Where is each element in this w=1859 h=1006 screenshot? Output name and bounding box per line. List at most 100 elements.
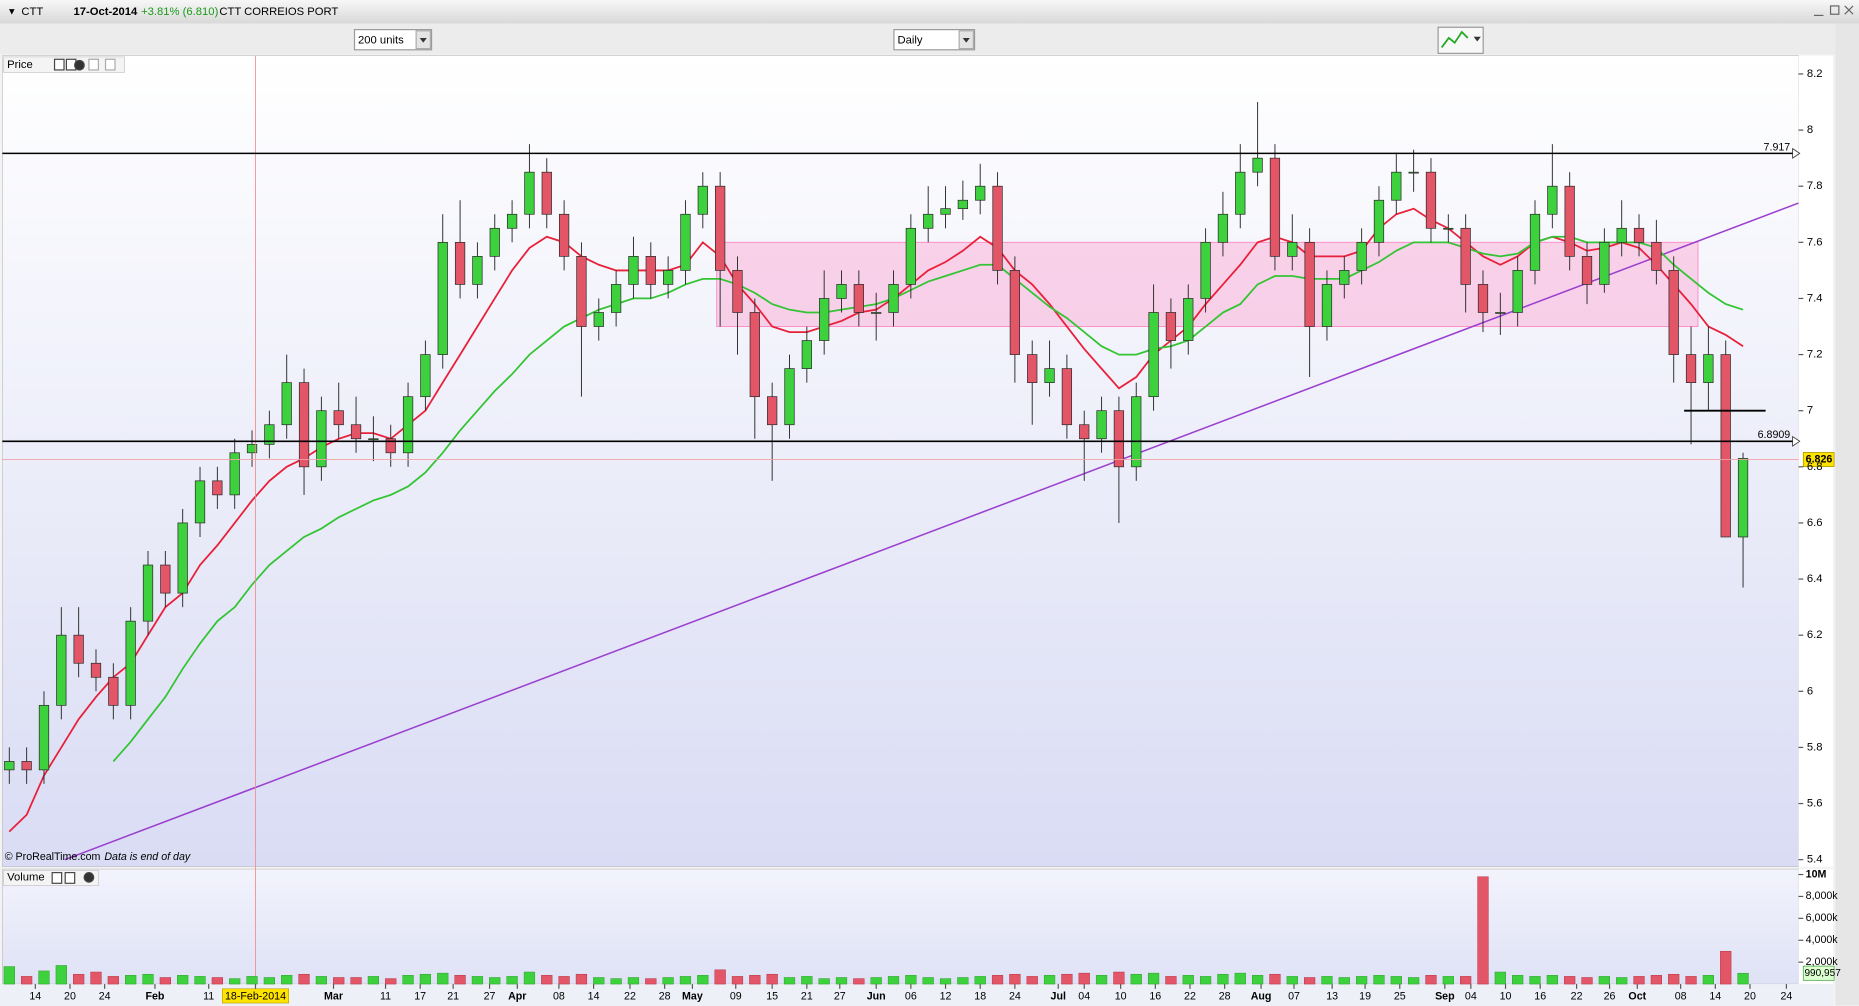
candle-body xyxy=(281,382,292,426)
volume-panel xyxy=(2,868,1799,985)
candle-body xyxy=(177,522,188,594)
candle-body xyxy=(1391,171,1402,201)
candle-body xyxy=(1633,227,1645,243)
date: 17-Oct-2014 xyxy=(74,6,139,18)
volume-bar xyxy=(1338,977,1350,985)
volume-bar xyxy=(1304,977,1316,985)
candle-body xyxy=(1235,171,1246,215)
volume-bar xyxy=(489,977,501,985)
volume-bar xyxy=(1269,973,1281,985)
volume-bar xyxy=(1078,972,1090,985)
last-price-box xyxy=(1802,452,1835,467)
candle-body xyxy=(298,382,310,468)
level-arrow xyxy=(1792,435,1801,447)
units: 200 units xyxy=(358,34,404,46)
candle-body xyxy=(160,564,171,594)
candle-body xyxy=(715,185,726,271)
candle-body xyxy=(212,480,223,496)
volume-bar xyxy=(939,978,952,985)
candle-body xyxy=(264,424,275,445)
x-tick-label: 15 xyxy=(766,990,778,1002)
candle-body xyxy=(1287,241,1298,257)
volume-bar xyxy=(1009,973,1021,985)
volume-bar xyxy=(1702,975,1714,985)
candle-body xyxy=(610,284,622,313)
candle-body xyxy=(1217,213,1229,243)
x-tick-label: 14 xyxy=(588,990,600,1002)
candle-body xyxy=(1599,241,1610,285)
volume-bar xyxy=(853,978,865,985)
volume-bar xyxy=(1685,976,1697,985)
menu-arrow[interactable]: ▼ xyxy=(7,6,16,17)
candle-body xyxy=(732,270,743,313)
volume-bar xyxy=(1425,975,1437,985)
volume-bar xyxy=(73,973,85,985)
panel-icons[interactable] xyxy=(51,872,95,884)
candle-body xyxy=(923,213,934,229)
volume-bar xyxy=(1095,975,1108,985)
candle-body xyxy=(489,227,500,257)
volume-bar xyxy=(1512,975,1524,985)
volume-bar xyxy=(887,976,900,985)
x-tick-label: 11 xyxy=(380,990,391,1002)
volume-bar xyxy=(1581,977,1593,985)
chart-type-button[interactable] xyxy=(1437,26,1484,54)
candle-body xyxy=(992,185,1003,271)
units-dropdown[interactable] xyxy=(353,29,433,51)
candle-body xyxy=(1443,227,1454,230)
volume-bar xyxy=(1043,975,1056,985)
x-tick-label: 14 xyxy=(1709,990,1721,1002)
candle-body xyxy=(38,704,50,771)
candle-body xyxy=(1547,185,1558,215)
panel-label: Volume xyxy=(7,871,45,883)
candle-body xyxy=(1339,270,1350,285)
candle-body xyxy=(316,410,327,468)
volume-bar xyxy=(454,975,466,985)
symbol: CTT xyxy=(21,6,43,18)
candle-body xyxy=(1460,227,1471,285)
candle-body xyxy=(1512,270,1523,313)
level-arrow xyxy=(1792,147,1801,159)
candle-body xyxy=(420,354,431,398)
x-tick-label: Apr xyxy=(508,990,526,1002)
y-tick-label: 2,000k xyxy=(1806,956,1839,968)
x-tick-label: Aug xyxy=(1251,990,1272,1002)
volume-axis xyxy=(1798,869,1833,985)
x-tick-label: 13 xyxy=(1326,990,1338,1002)
x-tick-label: 19 xyxy=(1359,990,1371,1002)
candle-body xyxy=(1113,410,1125,468)
x-axis-bar xyxy=(0,984,1833,1006)
price-panel xyxy=(2,55,1799,867)
window-buttons[interactable] xyxy=(1813,5,1854,17)
volume-bar xyxy=(1147,972,1160,985)
volume-bar xyxy=(1113,971,1125,985)
side-scrollbar[interactable] xyxy=(1835,23,1859,1006)
volume-bar xyxy=(541,975,553,985)
panel-icons[interactable] xyxy=(53,58,116,71)
volume-bar xyxy=(367,976,380,985)
y-tick-label: 6.8 xyxy=(1807,461,1823,473)
candle-body xyxy=(506,213,518,229)
x-tick-label: Feb xyxy=(145,990,164,1002)
price-plot xyxy=(4,102,1799,861)
volume-bar xyxy=(818,978,830,985)
candle-body xyxy=(1044,368,1055,383)
candle-body xyxy=(385,438,396,454)
candle-body xyxy=(1148,312,1159,398)
x-tick-label: 17 xyxy=(414,990,426,1002)
period-dropdown[interactable] xyxy=(893,29,976,51)
candle-body xyxy=(645,256,656,285)
x-tick-label: 09 xyxy=(730,990,742,1002)
x-tick-label: Jul xyxy=(1051,990,1066,1002)
volume-bar xyxy=(1477,876,1489,985)
candle-body xyxy=(767,396,778,426)
x-tick-label: 22 xyxy=(1184,990,1196,1002)
candle-body xyxy=(749,312,760,398)
y-tick-label: 7 xyxy=(1807,405,1813,417)
volume-bar xyxy=(419,973,432,985)
volume-bar xyxy=(1251,975,1264,985)
volume-bar xyxy=(1217,973,1229,985)
y-tick-label: 6.6 xyxy=(1807,517,1823,529)
candle-body xyxy=(1737,458,1749,538)
volume-bar xyxy=(350,977,362,985)
